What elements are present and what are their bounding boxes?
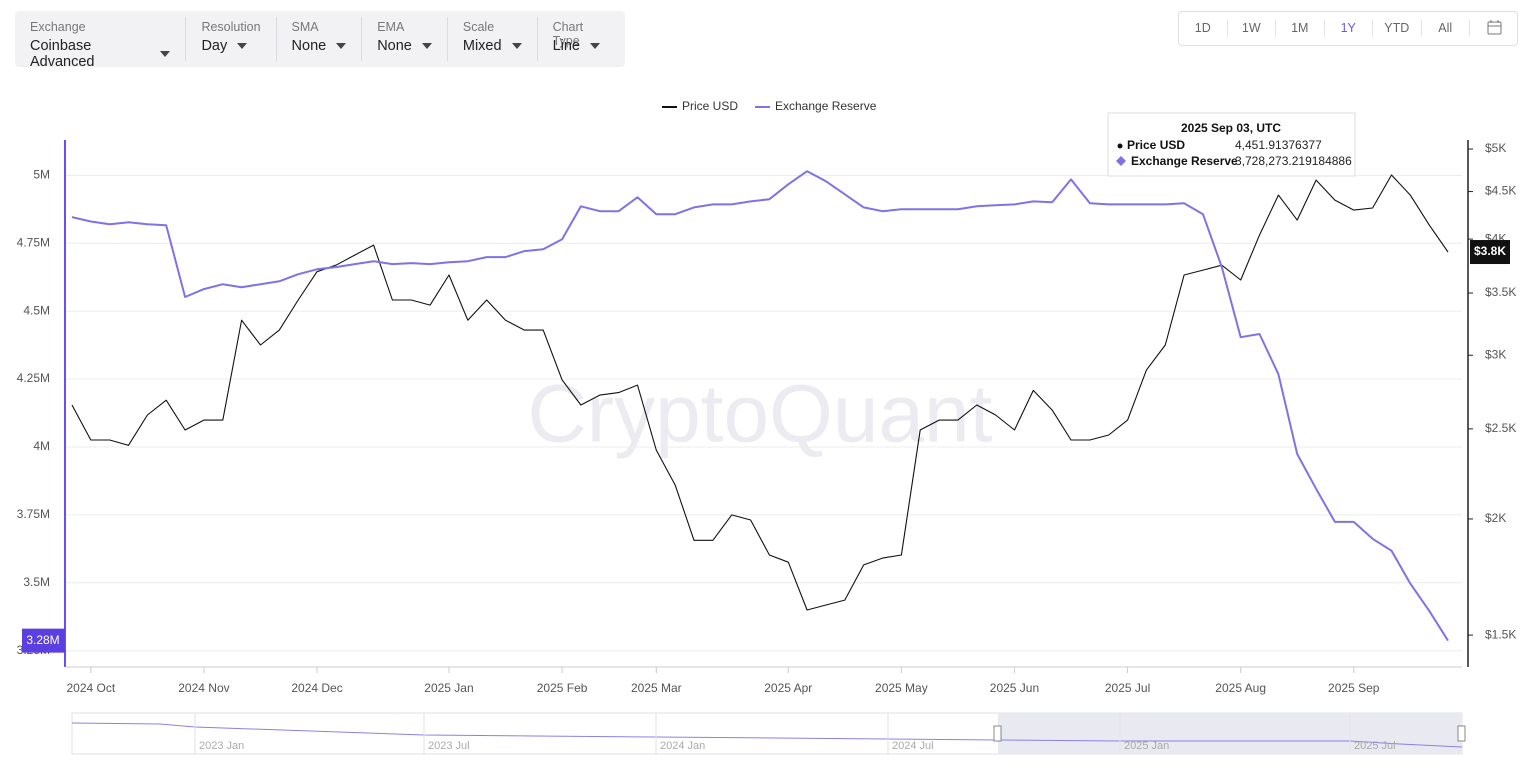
x-tick-label: 2025 Aug	[1215, 681, 1266, 695]
y-tick-label: 4.5M	[23, 303, 50, 317]
x-tick-label: 2025 Feb	[537, 681, 588, 695]
x-tick-label: 2024 Nov	[178, 681, 229, 695]
dropdown-label: EMA	[377, 20, 405, 34]
last-value-badge	[1470, 240, 1510, 265]
navigator-label: 2025 Jan	[1124, 740, 1169, 752]
dropdown-label: SMA	[291, 20, 319, 34]
x-tick-label: 2025 Mar	[631, 681, 682, 695]
dropdown[interactable]: Chart Type Line	[538, 17, 625, 61]
dropdown-value[interactable]: None	[377, 38, 432, 54]
range-button[interactable]: All	[1422, 20, 1470, 37]
x-tick-label: 2025 Apr	[764, 681, 812, 695]
navigator-handle[interactable]	[993, 725, 1002, 742]
tooltip-title: 2025 Sep 03, UTC	[1181, 121, 1281, 135]
series-line	[71, 174, 1449, 611]
y2-tick-label: $5K	[1485, 141, 1506, 155]
last-value-label: 3.28M	[26, 633, 59, 647]
tooltip-marker	[1116, 156, 1126, 166]
toolbar: Exchange Coinbase Advanced Resolution Day SM…	[15, 11, 625, 70]
x-tick-label: 2025 Jun	[990, 681, 1039, 695]
y-tick-label: 4.25M	[17, 371, 50, 385]
y-tick-label: 4.75M	[17, 235, 50, 249]
navigator-label: 2023 Jan	[199, 740, 244, 752]
y2-tick-label: $3.5K	[1485, 285, 1516, 299]
tooltip-name: Exchange Reserve	[1131, 154, 1238, 168]
dropdown-value[interactable]: None	[292, 38, 347, 54]
y-tick-label: 5M	[33, 167, 50, 181]
dropdown-value[interactable]: Line	[553, 38, 610, 54]
navigator-label: 2025 Jul	[1354, 740, 1396, 752]
calendar-button[interactable]	[1470, 20, 1517, 37]
y2-tick-label: $3K	[1485, 347, 1506, 361]
navigator-label: 2023 Jul	[428, 740, 470, 752]
range-button[interactable]: YTD	[1373, 20, 1422, 37]
last-value-badge	[22, 628, 65, 653]
dropdown[interactable]: Scale Mixed	[448, 17, 538, 61]
y-tick-label: 4M	[33, 439, 50, 453]
x-tick-label: 2024 Oct	[66, 681, 115, 695]
navigator-handle[interactable]	[1457, 725, 1466, 742]
dropdown-value[interactable]: Day	[201, 38, 260, 54]
tooltip: 2025 Sep 03, UTC Price USD 4,451.9137637…	[1107, 112, 1356, 177]
tooltip-value: 4,451.91376377	[1235, 138, 1322, 152]
plot	[65, 170, 1462, 652]
y-tick-label: 3.5M	[23, 575, 50, 589]
dropdown[interactable]: EMA None	[362, 17, 448, 61]
dropdown[interactable]: Resolution Day	[186, 17, 277, 61]
x-tick-label: 2025 May	[875, 681, 928, 695]
dropdown-value[interactable]: Mixed	[463, 38, 522, 54]
range-button[interactable]: 1Y	[1325, 20, 1373, 37]
dropdown-label: Scale	[462, 20, 495, 34]
dropdown-label: Exchange	[30, 20, 86, 34]
x-tick-label: 2025 Sep	[1328, 681, 1380, 695]
x-tick-label: 2025 Jul	[1105, 681, 1150, 695]
y2-tick-label: $1.5K	[1485, 627, 1516, 641]
dropdown-value[interactable]: Coinbase Advanced	[30, 38, 170, 70]
x-tick-label: 2025 Jan	[424, 681, 473, 695]
legend-label[interactable]: Exchange Reserve	[775, 99, 877, 113]
y2-tick-label: $4.5K	[1485, 184, 1516, 198]
x-tick-label: 2024 Dec	[291, 681, 342, 695]
y2-tick-label: $2.5K	[1485, 421, 1516, 435]
watermark: CryptoQuant	[528, 369, 993, 460]
tooltip-value: 3,728,273.219184886	[1235, 154, 1352, 168]
range-button[interactable]: 1D	[1179, 20, 1228, 37]
navigator-label: 2024 Jul	[892, 740, 934, 752]
navigator-label: 2024 Jan	[660, 740, 705, 752]
series-line	[71, 170, 1449, 642]
tooltip-marker	[1117, 143, 1123, 149]
range-button[interactable]: 1M	[1276, 20, 1325, 37]
tooltip-box	[1107, 112, 1356, 177]
legend-label[interactable]: Price USD	[682, 99, 738, 113]
tooltip-name: Price USD	[1127, 138, 1185, 152]
last-value-label: $3.8K	[1474, 244, 1506, 258]
dropdown[interactable]: SMA None	[277, 17, 363, 61]
dropdown-label: Resolution	[201, 20, 261, 34]
y-tick-label: 3.75M	[17, 507, 50, 521]
dropdown[interactable]: Exchange Coinbase Advanced	[15, 17, 187, 70]
range-button[interactable]: 1W	[1228, 20, 1276, 37]
range-selector: 1D 1W 1M 1Y YTD All	[1178, 11, 1518, 46]
dropdown-label: Chart Type	[552, 20, 584, 48]
navigator-selection[interactable]	[998, 713, 1462, 754]
navigator: 2023 Jan 2023 Jul 2024 Jan 2024 Jul 2025 Jan…	[71, 712, 1466, 755]
y2-tick-label: $2K	[1485, 511, 1506, 525]
